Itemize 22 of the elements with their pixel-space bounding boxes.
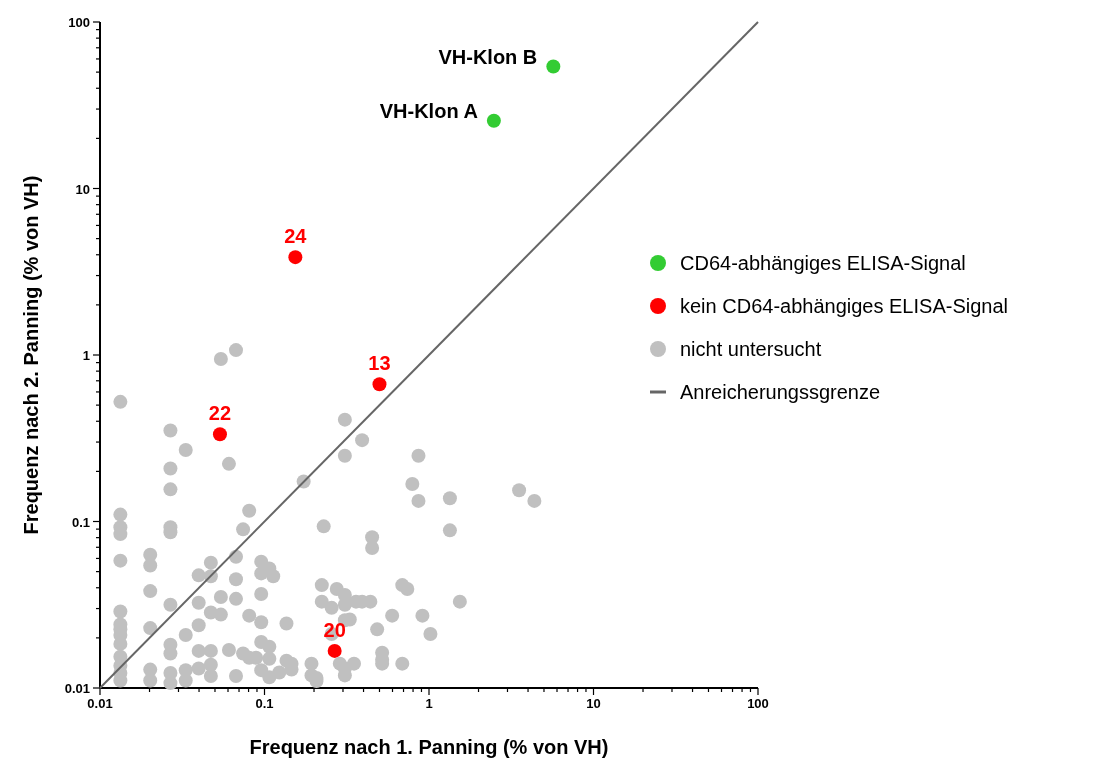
x-tick-label: 100 [747,696,769,711]
y-tick-label: 0.1 [71,514,90,530]
annotation: VH-Klon B [438,45,538,68]
legend-label: Anreicherungssgrenze [680,381,881,403]
annotation: 22 [208,402,232,425]
legend-label: kein CD64-abhängiges ELISA-Signal [680,295,1008,317]
annotation: 13 [368,352,391,375]
annotation: 24 [284,225,308,248]
x-tick-label: 0.01 [87,696,113,711]
y-tick-label: 100 [68,15,90,30]
y-axis-title: Frequenz nach 2. Panning (% von VH) [20,175,42,535]
x-axis-title: Frequenz nach 1. Panning (% von VH) [249,736,609,758]
legend-label: CD64-abhängiges ELISA-Signal [680,252,966,274]
y-tick-label: 10 [75,181,90,197]
annotation: VH-Klon A [379,99,478,122]
y-tick-label: 1 [82,348,90,363]
y-tick-label: 0.01 [64,681,90,696]
x-tick-label: 0.1 [255,696,274,711]
annotation: 20 [323,618,346,641]
x-tick-label: 1 [425,696,433,711]
legend-label: nicht untersucht [680,338,822,360]
x-tick-label: 10 [586,696,601,711]
